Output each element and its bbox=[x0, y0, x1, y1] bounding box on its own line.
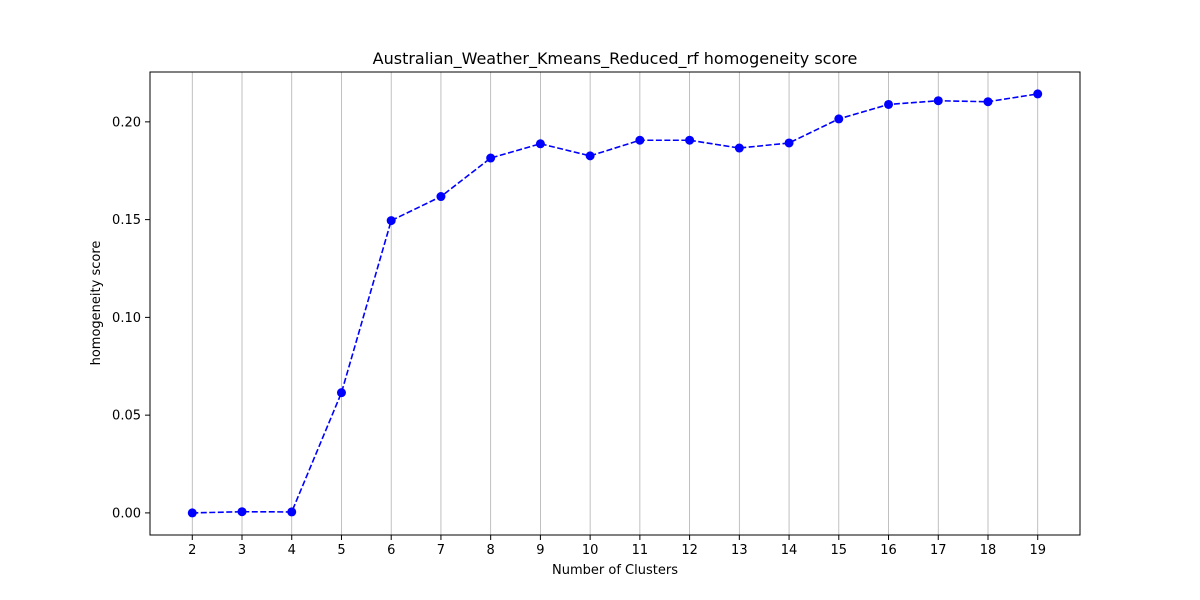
chart-title: Australian_Weather_Kmeans_Reduced_rf hom… bbox=[373, 49, 858, 69]
data-point bbox=[685, 135, 695, 145]
x-tick-label: 16 bbox=[880, 543, 897, 558]
data-point bbox=[436, 192, 446, 202]
x-tick-label: 9 bbox=[536, 543, 544, 558]
x-tick-label: 14 bbox=[781, 543, 798, 558]
y-axis-ticks: 0.00 0.05 0.10 0.15 0.20 bbox=[112, 115, 150, 521]
data-point bbox=[1033, 89, 1043, 99]
y-tick-label: 0.00 bbox=[112, 506, 141, 521]
data-point bbox=[734, 143, 744, 153]
series-layer bbox=[187, 89, 1043, 518]
data-point bbox=[834, 114, 844, 124]
x-tick-label: 12 bbox=[681, 543, 698, 558]
data-point bbox=[884, 99, 894, 109]
x-tick-label: 15 bbox=[831, 543, 848, 558]
data-point bbox=[287, 507, 297, 517]
x-tick-label: 5 bbox=[337, 543, 345, 558]
data-point bbox=[983, 97, 993, 107]
data-point bbox=[585, 151, 595, 161]
x-tick-label: 2 bbox=[188, 543, 196, 558]
y-tick-label: 0.10 bbox=[112, 311, 141, 326]
data-point bbox=[933, 96, 943, 106]
y-tick-label: 0.20 bbox=[112, 115, 141, 130]
data-point bbox=[237, 507, 247, 517]
grid-layer bbox=[191, 72, 1039, 535]
x-tick-label: 10 bbox=[582, 543, 599, 558]
x-axis-ticks: 2 3 4 5 6 7 8 9 10 11 12 13 14 15 16 17 18 19 bbox=[188, 535, 1046, 558]
data-point bbox=[784, 138, 794, 148]
x-tick-label: 8 bbox=[487, 543, 495, 558]
x-tick-label: 4 bbox=[288, 543, 296, 558]
data-point bbox=[386, 216, 396, 226]
x-tick-label: 6 bbox=[387, 543, 395, 558]
data-point bbox=[336, 388, 346, 398]
data-point bbox=[486, 153, 496, 163]
plot-frame bbox=[149, 71, 1081, 536]
data-point bbox=[535, 139, 545, 149]
y-axis-label: homogeneity score bbox=[89, 241, 104, 366]
x-tick-label: 17 bbox=[930, 543, 947, 558]
data-point bbox=[187, 508, 197, 518]
data-point bbox=[635, 135, 645, 145]
x-tick-label: 13 bbox=[731, 543, 748, 558]
series-line bbox=[192, 93, 1038, 514]
x-tick-label: 18 bbox=[980, 543, 997, 558]
x-tick-label: 19 bbox=[1029, 543, 1046, 558]
y-tick-label: 0.15 bbox=[112, 213, 141, 228]
x-tick-label: 3 bbox=[238, 543, 246, 558]
x-tick-label: 11 bbox=[632, 543, 649, 558]
x-axis-label: Number of Clusters bbox=[552, 563, 678, 578]
x-tick-label: 7 bbox=[437, 543, 445, 558]
y-tick-label: 0.05 bbox=[112, 409, 141, 424]
